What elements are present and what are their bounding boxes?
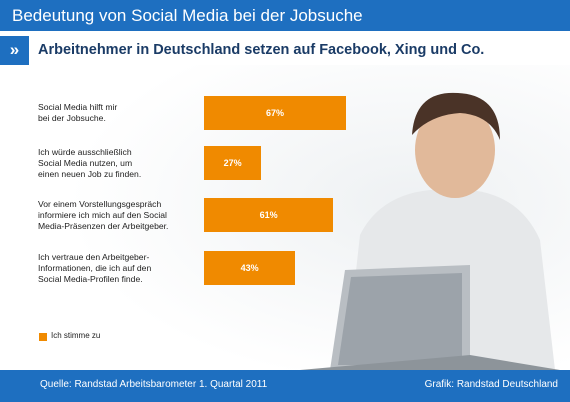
value-label: 67% [266,108,285,118]
source: Quelle: Randstad Arbeitsbarometer 1. Qua… [40,379,268,390]
title: Bedeutung von Social Media bei der Jobsu… [12,6,363,25]
footer-bar: Quelle: Randstad Arbeitsbarometer 1. Qua… [0,370,570,402]
category-label: Social Media hilft mir bei der Jobsuche. [38,102,118,123]
bar: 27% [204,146,262,180]
bar: 67% [204,96,347,130]
arrow-icon: » [0,36,29,65]
legend-swatch [39,333,47,341]
bar: 61% [204,198,334,232]
bar: 43% [204,251,296,285]
category-label: Vor einem Vorstellungsgespräch informier… [38,198,169,231]
value-label: 27% [223,158,242,168]
header-bar: Bedeutung von Social Media bei der Jobsu… [0,0,570,31]
category-label: Ich würde ausschließlich Social Media nu… [38,146,142,179]
legend-label: Ich stimme zu [51,331,101,340]
value-label: 61% [259,210,278,220]
value-label: 43% [240,263,259,273]
subtitle: Arbeitnehmer in Deutschland setzen auf F… [38,42,485,58]
credit: Grafik: Randstad Deutschland [424,379,558,390]
category-label: Ich vertraue den Arbeitgeber- Informatio… [38,251,152,284]
